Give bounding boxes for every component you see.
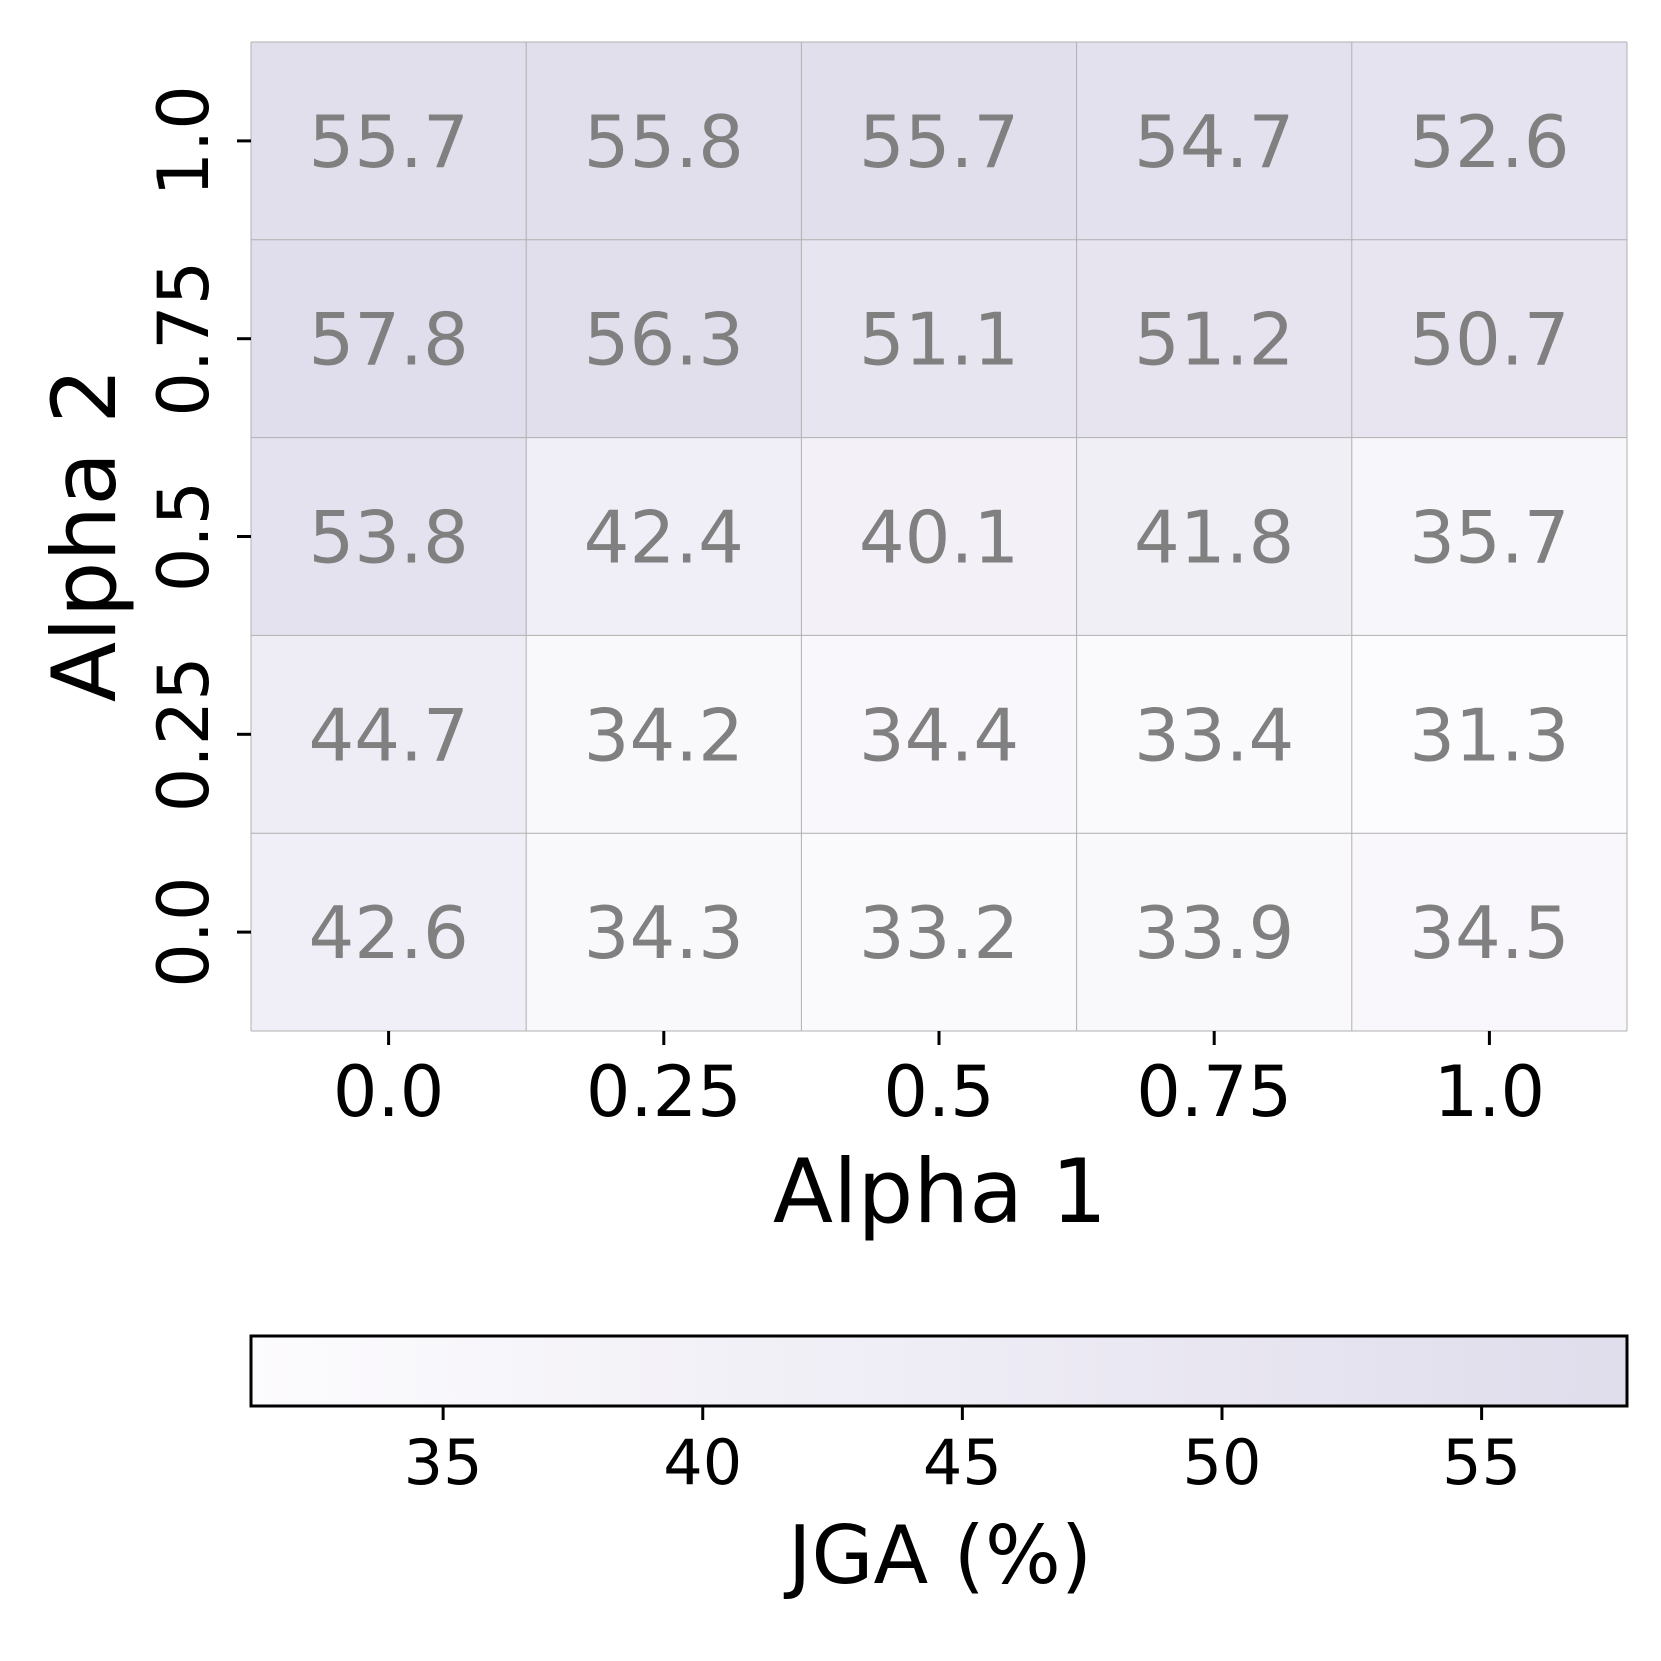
heatmap-cell — [526, 239, 802, 438]
heatmap-cell — [526, 42, 802, 240]
colorbar-tick-label: 45 — [923, 1426, 1002, 1499]
heatmap-cell-label: 51.1 — [859, 298, 1019, 382]
heatmap-cell-label: 34.4 — [859, 693, 1019, 777]
heatmap-axes: 0.0 0.25 0.5 0.75 1.0 1.0 0.75 0.5 0.25 0.0 — [143, 85, 1545, 1133]
colorbar-gradient — [249, 1334, 1629, 1408]
heatmap-cell-label: 34.3 — [584, 891, 744, 975]
y-tick-label: 0.75 — [143, 261, 225, 417]
heatmap-cell — [1076, 239, 1352, 438]
heatmap-cell — [251, 833, 527, 1031]
heatmap-cell — [1351, 239, 1627, 438]
colorbar-tick-label: 55 — [1442, 1426, 1521, 1499]
heatmap-cell — [251, 635, 527, 834]
heatmap-cell-label: 54.7 — [1134, 100, 1294, 184]
heatmap-cell-label: 35.7 — [1409, 496, 1569, 580]
heatmap-cell — [251, 239, 527, 438]
heatmap-cell-label: 50.7 — [1409, 298, 1569, 382]
x-tick-label: 0.0 — [333, 1051, 444, 1133]
heatmap-cell — [1076, 833, 1352, 1031]
x-axis-label: Alpha 1 — [773, 1140, 1107, 1243]
heatmap-gridlines — [250, 41, 1628, 1032]
heatmap-cell — [1076, 437, 1352, 636]
heatmap-cell — [1076, 42, 1352, 240]
heatmap-cell-label: 44.7 — [308, 693, 468, 777]
colorbar: 35 40 45 50 55 JGA (%) — [249, 1334, 1629, 1602]
colorbar-label: JGA (%) — [783, 1509, 1092, 1602]
heatmap-cell-label: 42.4 — [584, 496, 744, 580]
heatmap-cell — [1351, 635, 1627, 834]
heatmap-cell-label: 42.6 — [308, 891, 468, 975]
heatmap-cell — [1351, 42, 1627, 240]
colorbar-tick-label: 35 — [404, 1426, 483, 1499]
heatmap-cell-label: 51.2 — [1134, 298, 1294, 382]
heatmap-cell-label: 33.4 — [1134, 693, 1294, 777]
heatmap-cell-label: 57.8 — [308, 298, 468, 382]
y-tick-label: 0.0 — [143, 876, 225, 987]
heatmap-cell — [251, 437, 527, 636]
heatmap-cell — [526, 635, 802, 834]
heatmap-cell-label: 52.6 — [1409, 100, 1569, 184]
heatmap-cell — [1076, 635, 1352, 834]
heatmap-cells — [251, 42, 1627, 1031]
x-tick-label: 0.25 — [586, 1051, 742, 1133]
heatmap-cell — [526, 833, 802, 1031]
heatmap-cell — [801, 833, 1077, 1031]
heatmap-cell — [801, 437, 1077, 636]
heatmap-cell-label: 41.8 — [1134, 496, 1294, 580]
y-tick-label: 1.0 — [143, 85, 225, 196]
y-tick-label: 0.25 — [143, 656, 225, 812]
colorbar-ticks: 35 40 45 50 55 — [404, 1406, 1521, 1499]
heatmap-cell — [1351, 833, 1627, 1031]
heatmap-cell — [801, 635, 1077, 834]
heatmap-cell-label: 55.7 — [859, 100, 1019, 184]
heatmap-cell-label: 34.5 — [1409, 891, 1569, 975]
heatmap-cell — [526, 437, 802, 636]
heatmap-cell-label: 31.3 — [1409, 693, 1569, 777]
heatmap-cell-label: 55.8 — [584, 100, 744, 184]
heatmap-cell-label: 40.1 — [859, 496, 1019, 580]
heatmap-cell — [801, 42, 1077, 240]
heatmap-cell — [251, 42, 527, 240]
heatmap-cell-label: 53.8 — [308, 496, 468, 580]
heatmap-cell-label: 34.2 — [584, 693, 744, 777]
heatmap-value-labels: 55.7 55.8 55.7 54.7 52.6 57.8 56.3 51.1 51.2 50.7… — [308, 100, 1569, 975]
colorbar-tick-label: 50 — [1183, 1426, 1262, 1499]
heatmap-cell-label: 56.3 — [584, 298, 744, 382]
y-axis-label: Alpha 2 — [33, 368, 136, 702]
heatmap-cell — [1351, 437, 1627, 636]
heatmap-cell — [801, 239, 1077, 438]
x-tick-label: 0.5 — [883, 1051, 994, 1133]
y-tick-label: 0.5 — [143, 481, 225, 592]
heatmap-cell-label: 55.7 — [308, 100, 468, 184]
heatmap-cell-label: 33.9 — [1134, 891, 1294, 975]
x-tick-label: 1.0 — [1434, 1051, 1545, 1133]
x-tick-label: 0.75 — [1136, 1051, 1292, 1133]
heatmap-cell-label: 33.2 — [859, 891, 1019, 975]
colorbar-tick-label: 40 — [663, 1426, 742, 1499]
